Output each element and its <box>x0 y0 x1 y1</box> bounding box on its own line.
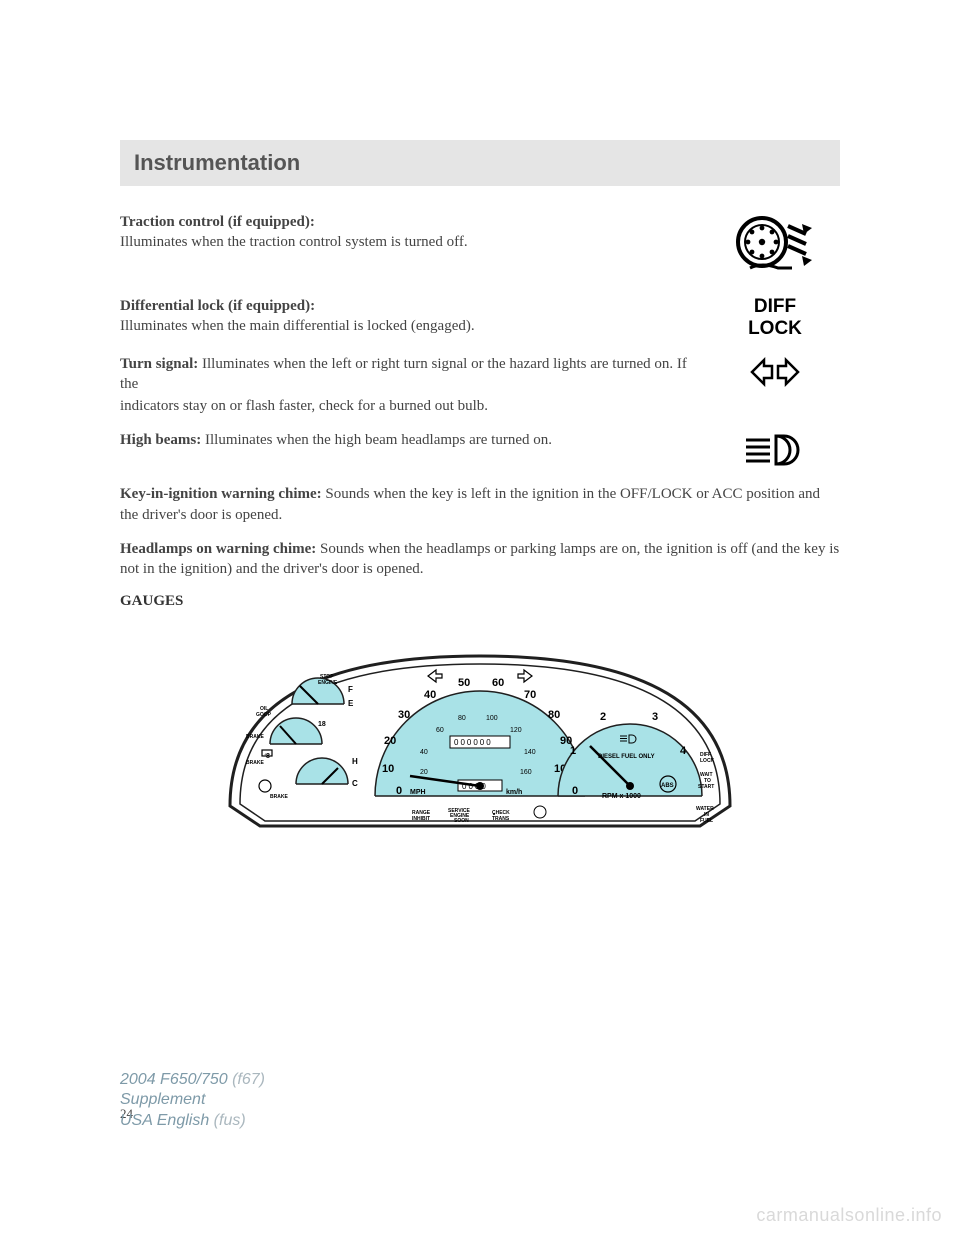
svg-text:F: F <box>348 685 353 694</box>
svg-text:60: 60 <box>492 677 504 689</box>
high-text: High beams: Illuminates when the high be… <box>120 430 710 450</box>
svg-text:40: 40 <box>424 689 436 701</box>
svg-text:BRAKE: BRAKE <box>270 794 288 800</box>
svg-text:18: 18 <box>318 721 326 728</box>
traction-icon <box>710 212 840 282</box>
turn-text: Turn signal: Illuminates when the left o… <box>120 354 710 395</box>
svg-text:80: 80 <box>548 709 560 721</box>
gauges-heading: GAUGES <box>120 593 840 610</box>
svg-text:BRAKE: BRAKE <box>246 760 264 766</box>
high-lead: High beams: <box>120 432 201 448</box>
svg-text:2: 2 <box>600 711 606 723</box>
high-beam-icon <box>710 430 840 470</box>
headlamps-section: Headlamps on warning chime: Sounds when … <box>120 539 840 580</box>
turn-icon <box>710 354 840 390</box>
svg-text:ABS: ABS <box>661 783 674 789</box>
svg-text:20: 20 <box>384 735 396 747</box>
svg-text:50: 50 <box>458 677 470 689</box>
key-lead: Key-in-ignition warning chime: <box>120 486 322 502</box>
diff-body: Illuminates when the main differential i… <box>120 318 475 334</box>
traction-lead: Traction control (if equipped): <box>120 214 315 230</box>
svg-text:100: 100 <box>486 715 498 722</box>
turn-body1: Illuminates when the left or right turn … <box>120 356 687 392</box>
svg-text:GOOP: GOOP <box>256 712 272 718</box>
svg-text:20: 20 <box>420 769 428 776</box>
svg-text:H: H <box>352 757 358 766</box>
svg-text:60: 60 <box>436 727 444 734</box>
svg-text:INHIBIT: INHIBIT <box>412 816 430 822</box>
svg-text:3: 3 <box>652 711 658 723</box>
svg-text:BRAKE: BRAKE <box>246 734 264 740</box>
svg-text:LOCK: LOCK <box>700 758 715 764</box>
traction-section: Traction control (if equipped): Illumina… <box>120 212 840 282</box>
svg-text:80: 80 <box>458 715 466 722</box>
diff-icon-line1: DIFF <box>748 296 802 318</box>
svg-text:+ -: + - <box>264 753 270 758</box>
svg-text:120: 120 <box>510 727 522 734</box>
footer-code1: (f67) <box>232 1071 265 1088</box>
footer-lang: USA English <box>120 1112 214 1129</box>
headlamps-lead: Headlamps on warning chime: <box>120 541 316 557</box>
svg-text:ENGINE: ENGINE <box>318 680 338 686</box>
svg-text:000000: 000000 <box>454 738 493 747</box>
traction-body: Illuminates when the traction control sy… <box>120 234 468 250</box>
turn-section: Turn signal: Illuminates when the left o… <box>120 354 840 395</box>
high-section: High beams: Illuminates when the high be… <box>120 430 840 470</box>
svg-text:0: 0 <box>572 785 578 797</box>
svg-text:E: E <box>348 699 354 708</box>
footer-code2: (fus) <box>214 1112 246 1129</box>
diff-icon-line2: LOCK <box>748 318 802 340</box>
svg-text:SOON: SOON <box>454 818 469 824</box>
section-header: Instrumentation <box>120 140 840 186</box>
turn-lead: Turn signal: <box>120 356 198 372</box>
svg-text:40: 40 <box>420 749 428 756</box>
diff-text: Differential lock (if equipped): Illumin… <box>120 296 710 337</box>
diff-icon: DIFF LOCK <box>710 296 840 340</box>
manual-page: Instrumentation Traction control (if equ… <box>0 0 960 1122</box>
turn-body2: indicators stay on or flash faster, chec… <box>120 396 840 416</box>
traction-text: Traction control (if equipped): Illumina… <box>120 212 710 253</box>
watermark: carmanualsonline.info <box>756 1205 942 1226</box>
svg-text:70: 70 <box>524 689 536 701</box>
diff-section: Differential lock (if equipped): Illumin… <box>120 296 840 340</box>
svg-text:TRANS: TRANS <box>492 816 510 822</box>
svg-text:FUEL: FUEL <box>700 818 713 824</box>
svg-text:DIESEL FUEL ONLY: DIESEL FUEL ONLY <box>598 754 655 760</box>
svg-text:160: 160 <box>520 769 532 776</box>
svg-text:4: 4 <box>680 745 687 757</box>
svg-text:1: 1 <box>570 745 576 757</box>
high-body: Illuminates when the high beam headlamps… <box>201 432 552 448</box>
footer-supplement: Supplement <box>120 1090 265 1111</box>
svg-text:10: 10 <box>382 763 394 775</box>
section-title: Instrumentation <box>134 150 826 176</box>
svg-text:0: 0 <box>396 785 402 797</box>
diff-lead: Differential lock (if equipped): <box>120 298 315 314</box>
gauge-cluster: F E 8 18 H C STOP ENGINE OIL GOOP BRAKE … <box>120 626 840 846</box>
svg-text:140: 140 <box>524 749 536 756</box>
footer: 2004 F650/750 (f67) Supplement USA Engli… <box>120 1070 265 1132</box>
svg-text:START: START <box>698 784 714 790</box>
svg-text:C: C <box>352 779 358 788</box>
footer-model: 2004 F650/750 <box>120 1071 232 1088</box>
svg-text:RPM x 1000: RPM x 1000 <box>602 793 641 800</box>
key-section: Key-in-ignition warning chime: Sounds wh… <box>120 484 840 525</box>
svg-text:km/h: km/h <box>506 789 522 796</box>
svg-text:MPH: MPH <box>410 789 426 796</box>
svg-text:30: 30 <box>398 709 410 721</box>
